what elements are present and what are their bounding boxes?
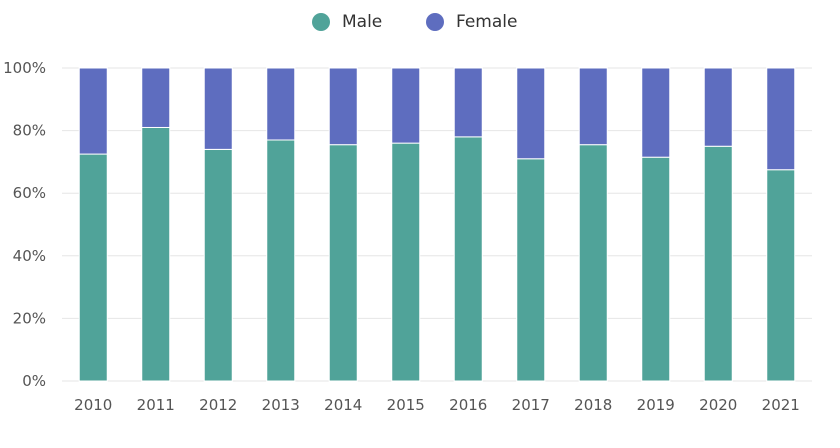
x-tick-label: 2014 xyxy=(324,396,362,414)
x-tick-label: 2018 xyxy=(574,396,612,414)
bar-male-2010[interactable] xyxy=(78,153,108,382)
bar-male-2017[interactable] xyxy=(516,158,546,382)
bar-male-2021[interactable] xyxy=(766,169,796,382)
x-tick-label: 2013 xyxy=(262,396,300,414)
bar-male-2011[interactable] xyxy=(141,126,171,382)
bar-male-2013[interactable] xyxy=(266,139,296,382)
bar-female-2012[interactable] xyxy=(203,67,233,150)
bar-female-2015[interactable] xyxy=(391,67,421,144)
bar-female-2014[interactable] xyxy=(328,67,358,146)
y-tick-label: 40% xyxy=(13,247,46,265)
chart-legend: Male Female xyxy=(0,8,840,36)
bar-female-2017[interactable] xyxy=(516,67,546,160)
x-tick-label: 2020 xyxy=(699,396,737,414)
bar-female-2018[interactable] xyxy=(578,67,608,146)
bar-female-2020[interactable] xyxy=(703,67,733,147)
legend-male-marker-icon xyxy=(312,13,330,31)
y-tick-label: 80% xyxy=(13,122,46,140)
y-tick-label: 100% xyxy=(3,59,46,77)
legend-item-male[interactable]: Male xyxy=(312,8,382,36)
bar-male-2016[interactable] xyxy=(453,136,483,382)
y-tick-label: 60% xyxy=(13,184,46,202)
x-tick-label: 2016 xyxy=(449,396,487,414)
y-tick-label: 0% xyxy=(22,372,46,390)
x-tick-label: 2017 xyxy=(512,396,550,414)
bar-female-2013[interactable] xyxy=(266,67,296,141)
x-tick-label: 2012 xyxy=(199,396,237,414)
y-tick-label: 20% xyxy=(13,309,46,327)
bar-male-2015[interactable] xyxy=(391,142,421,382)
bar-male-2018[interactable] xyxy=(578,144,608,382)
bar-female-2021[interactable] xyxy=(766,67,796,171)
legend-label-female: Female xyxy=(456,12,518,32)
bar-female-2010[interactable] xyxy=(78,67,108,155)
x-tick-label: 2011 xyxy=(137,396,175,414)
x-tick-label: 2021 xyxy=(762,396,800,414)
bar-male-2019[interactable] xyxy=(641,156,671,382)
x-tick-label: 2019 xyxy=(637,396,675,414)
legend-female-marker-icon xyxy=(426,13,444,31)
legend-label-male: Male xyxy=(342,12,383,32)
bar-female-2011[interactable] xyxy=(141,67,171,128)
bar-female-2016[interactable] xyxy=(453,67,483,138)
bar-male-2012[interactable] xyxy=(203,148,233,382)
x-tick-label: 2010 xyxy=(74,396,112,414)
bar-male-2020[interactable] xyxy=(703,145,733,382)
bar-female-2019[interactable] xyxy=(641,67,671,158)
legend-item-female[interactable]: Female xyxy=(426,8,517,36)
bar-male-2014[interactable] xyxy=(328,144,358,382)
x-tick-label: 2015 xyxy=(387,396,425,414)
